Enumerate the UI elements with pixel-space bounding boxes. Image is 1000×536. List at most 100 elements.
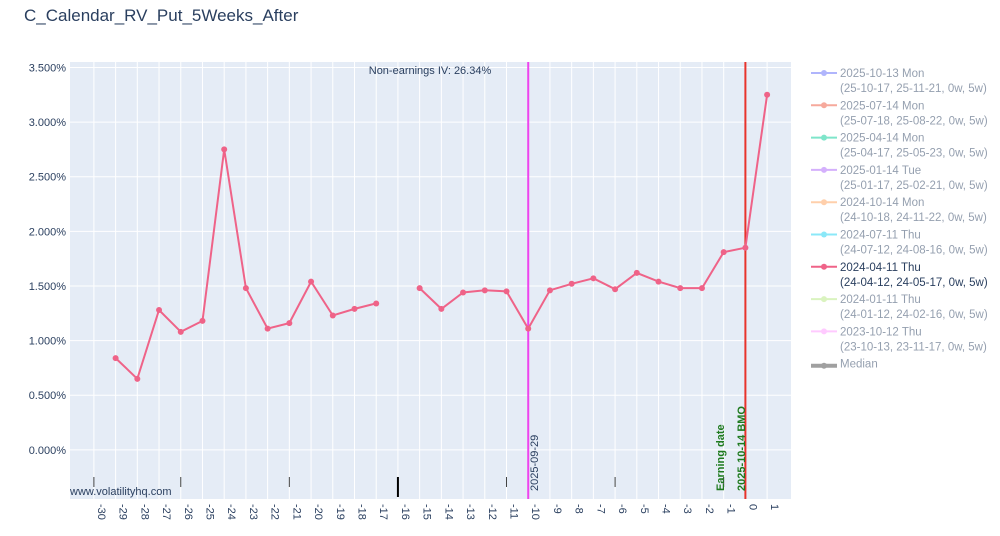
x-tick-label: -3 (681, 504, 693, 514)
watermark: www.volatilityhq.com (69, 486, 171, 498)
x-tick-label: -12 (486, 504, 498, 520)
data-point (286, 320, 293, 327)
x-tick-label: -6 (616, 504, 628, 514)
vline-2-label: 2025-10-14 BMO (736, 406, 748, 491)
data-point (134, 375, 141, 382)
x-tick-label: -7 (594, 504, 606, 514)
legend-label: 2024-10-14 Mon (840, 197, 924, 209)
legend-swatch-marker (821, 134, 827, 141)
x-tick-label: -1 (725, 504, 737, 514)
legend-item[interactable]: 2024-10-14 Mon (24-10-18, 24-11-22, 0w, 5… (811, 197, 987, 224)
legend-label: Median (840, 359, 878, 371)
legend-swatch-marker (821, 328, 827, 335)
x-tick-label: -9 (551, 504, 563, 514)
chart-title: C_Calendar_RV_Put_5Weeks_After (24, 6, 299, 25)
data-point (416, 285, 423, 292)
x-tick-label: -5 (638, 504, 650, 514)
x-tick-label: -17 (377, 504, 389, 520)
x-ticks: -30 -29 -28 -27 -26 -25 -24 -23 -22 -21 -20 -19 -18-… (95, 504, 780, 520)
data-point (677, 285, 684, 292)
legend-item[interactable]: 2024-04-11 Thu (24-04-12, 24-05-17, 0w, 5… (811, 262, 988, 289)
x-tick-label: -19 (334, 504, 346, 520)
data-point (590, 275, 597, 282)
legend-item[interactable]: 2023-10-12 Thu (23-10-13, 23-11-17, 0w, 5… (811, 326, 987, 353)
x-tick-label: -25 (203, 504, 215, 520)
x-tick-label: -20 (312, 504, 324, 520)
legend-label: 2025-07-14 Mon (840, 100, 924, 112)
legend-detail: (24-10-18, 24-11-22, 0w, 5w) (840, 212, 987, 224)
data-point (373, 300, 380, 307)
y-tick-label: 1.500% (29, 281, 67, 293)
legend[interactable]: 2025-10-13 Mon (25-10-17, 25-11-21, 0w, 5… (811, 68, 988, 371)
legend-label: 2024-07-11 Thu (840, 230, 921, 242)
vertical-lines (527, 62, 747, 499)
x-tick-label: 0 (746, 504, 758, 510)
grid (70, 62, 791, 499)
legend-label: 2025-10-13 Mon (840, 68, 924, 80)
x-tick-label: -10 (529, 504, 541, 520)
data-point (438, 305, 445, 312)
x-tick-label: -16 (399, 504, 411, 520)
legend-label: 2025-01-14 Tue (840, 165, 921, 177)
legend-detail: (23-10-13, 23-11-17, 0w, 5w) (840, 341, 987, 353)
vline-1-label: 2025-09-29 (529, 435, 541, 491)
legend-detail: (25-01-17, 25-02-21, 0w, 5w) (840, 180, 988, 192)
data-point (742, 244, 749, 251)
data-point (242, 285, 249, 292)
earning-date-label: Earning date (715, 424, 727, 491)
rug-ticks (93, 477, 725, 497)
x-tick-label: -18 (355, 504, 367, 520)
x-tick-label: 1 (768, 504, 780, 510)
data-point (481, 287, 488, 294)
legend-detail: (25-07-18, 25-08-22, 0w, 5w) (840, 115, 988, 127)
data-point (698, 285, 705, 292)
data-point (351, 305, 358, 312)
x-tick-label: -21 (290, 504, 302, 520)
legend-item[interactable]: 2025-07-14 Mon (25-07-18, 25-08-22, 0w, 5… (811, 100, 988, 127)
legend-detail: (24-07-12, 24-08-16, 0w, 5w) (840, 245, 988, 257)
x-tick-label: -29 (117, 504, 129, 520)
legend-item[interactable]: 2024-01-11 Thu (24-01-12, 24-02-16, 0w, 5… (811, 294, 988, 321)
legend-item[interactable]: 2025-10-13 Mon (25-10-17, 25-11-21, 0w, 5… (811, 68, 987, 95)
x-tick-label: -22 (269, 504, 281, 520)
data-point (720, 249, 727, 256)
legend-detail: (25-10-17, 25-11-21, 0w, 5w) (840, 83, 987, 95)
legend-item[interactable]: 2024-07-11 Thu (24-07-12, 24-08-16, 0w, 5… (811, 230, 988, 257)
y-tick-label: 1.000% (29, 336, 67, 348)
legend-label: 2024-04-11 Thu (840, 262, 921, 274)
data-point (633, 269, 640, 276)
y-tick-label: 0.000% (29, 445, 67, 457)
x-tick-label: -24 (225, 504, 237, 520)
data-point (525, 325, 532, 332)
legend-item[interactable]: 2025-04-14 Mon (25-04-17, 25-05-23, 0w, 5… (811, 133, 988, 160)
legend-swatch-marker (821, 296, 827, 303)
series-group (112, 91, 771, 382)
data-point (264, 325, 271, 332)
legend-item[interactable]: 2025-01-14 Tue (25-01-17, 25-02-21, 0w, 5… (811, 165, 988, 192)
legend-label: 2025-04-14 Mon (840, 133, 924, 145)
x-tick-label: -23 (247, 504, 259, 520)
x-tick-label: -8 (573, 504, 585, 514)
legend-swatch-marker (821, 166, 827, 173)
legend-label: 2023-10-12 Thu (840, 326, 922, 338)
x-tick-label: -13 (464, 504, 476, 520)
y-tick-label: 0.500% (29, 390, 67, 402)
data-point (460, 289, 467, 296)
legend-detail: (24-04-12, 24-05-17, 0w, 5w) (840, 277, 988, 289)
x-tick-label: -30 (95, 504, 107, 520)
data-point (199, 317, 206, 324)
legend-item[interactable]: Median (811, 359, 878, 371)
x-tick-label: -14 (442, 504, 454, 520)
x-tick-label: -15 (421, 504, 433, 520)
x-tick-label: -27 (160, 504, 172, 520)
legend-swatch-marker (821, 70, 827, 76)
x-tick-label: -26 (182, 504, 194, 520)
data-point (221, 146, 228, 153)
legend-detail: (25-04-17, 25-05-23, 0w, 5w) (840, 148, 988, 160)
non-earnings-iv-annotation: Non-earnings IV: 26.34% (369, 65, 492, 77)
data-point (156, 306, 163, 313)
data-point (112, 355, 119, 362)
data-point (546, 287, 553, 294)
y-tick-label: 3.500% (29, 62, 67, 74)
